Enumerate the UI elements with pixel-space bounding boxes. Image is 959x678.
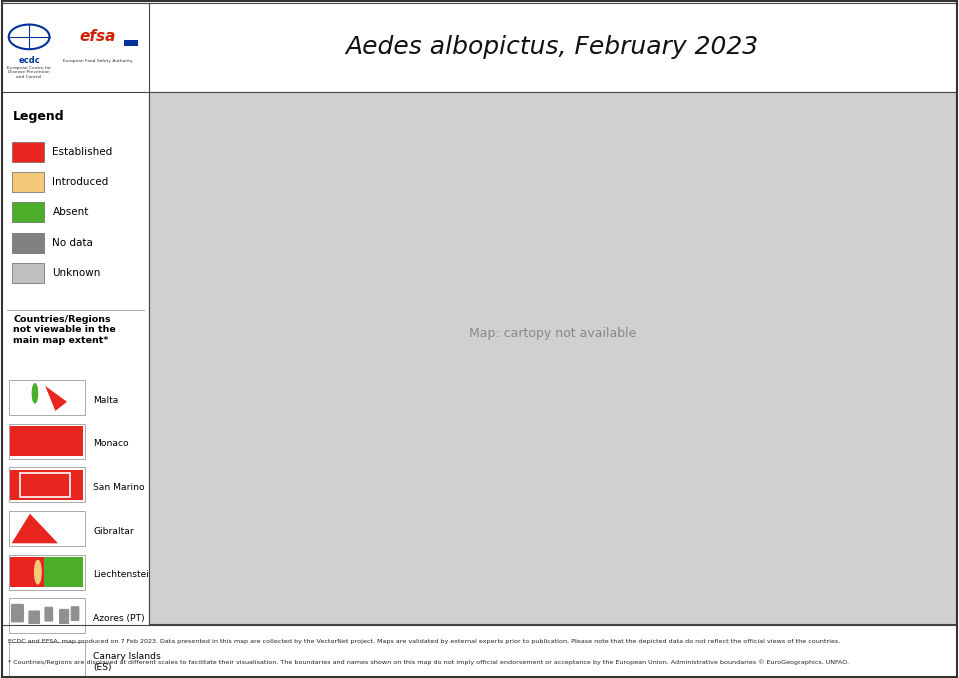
Polygon shape <box>44 557 83 587</box>
Text: Azores (PT): Azores (PT) <box>93 614 145 623</box>
Bar <box>124 39 138 45</box>
Text: Aedes albopictus, February 2023: Aedes albopictus, February 2023 <box>346 35 759 60</box>
Text: Countries/Regions
not viewable in the
main map extent*: Countries/Regions not viewable in the ma… <box>13 315 116 345</box>
FancyBboxPatch shape <box>9 467 84 502</box>
Circle shape <box>67 655 70 667</box>
FancyBboxPatch shape <box>9 598 84 633</box>
FancyBboxPatch shape <box>44 607 53 622</box>
FancyBboxPatch shape <box>9 642 84 677</box>
FancyBboxPatch shape <box>12 142 44 162</box>
Circle shape <box>34 652 36 663</box>
Circle shape <box>35 561 41 584</box>
Text: Liechtenstein: Liechtenstein <box>93 570 155 579</box>
Polygon shape <box>45 386 67 411</box>
FancyBboxPatch shape <box>12 263 44 283</box>
Circle shape <box>33 384 37 403</box>
Text: Gibraltar: Gibraltar <box>93 527 134 536</box>
FancyBboxPatch shape <box>9 555 84 590</box>
Text: European Food Safety Authority: European Food Safety Authority <box>62 59 132 62</box>
Text: Monaco: Monaco <box>93 439 129 448</box>
Text: efsa: efsa <box>80 29 116 44</box>
Text: Absent: Absent <box>53 207 89 218</box>
Text: Unknown: Unknown <box>53 268 101 278</box>
FancyBboxPatch shape <box>12 202 44 222</box>
FancyBboxPatch shape <box>59 609 69 625</box>
Circle shape <box>76 652 79 664</box>
Polygon shape <box>12 514 58 543</box>
Circle shape <box>12 650 14 661</box>
Text: Map: cartopy not available: Map: cartopy not available <box>469 327 636 340</box>
Text: Canary Islands
(ES): Canary Islands (ES) <box>93 652 161 672</box>
FancyBboxPatch shape <box>11 604 24 622</box>
Text: ECDC and EFSA, map produced on 7 Feb 2023. Data presented in this map are collec: ECDC and EFSA, map produced on 7 Feb 202… <box>8 639 840 644</box>
Circle shape <box>45 654 48 665</box>
FancyBboxPatch shape <box>29 610 40 626</box>
Text: ecdc: ecdc <box>18 56 40 65</box>
Text: * Countries/Regions are displayed at different scales to facilitate their visual: * Countries/Regions are displayed at dif… <box>8 659 849 664</box>
FancyBboxPatch shape <box>12 172 44 192</box>
Circle shape <box>22 656 25 668</box>
Circle shape <box>57 650 59 662</box>
Polygon shape <box>11 470 83 500</box>
Text: Legend: Legend <box>13 110 64 123</box>
Text: Malta: Malta <box>93 396 119 405</box>
FancyBboxPatch shape <box>71 606 80 621</box>
Text: San Marino: San Marino <box>93 483 145 492</box>
FancyBboxPatch shape <box>9 424 84 458</box>
Text: No data: No data <box>53 238 93 247</box>
Text: European Centre for
Disease Prevention
and Control: European Centre for Disease Prevention a… <box>7 66 51 79</box>
FancyBboxPatch shape <box>9 380 84 415</box>
Polygon shape <box>11 426 83 456</box>
FancyBboxPatch shape <box>12 233 44 253</box>
Polygon shape <box>11 557 44 587</box>
Text: Introduced: Introduced <box>53 177 108 187</box>
FancyBboxPatch shape <box>9 511 84 546</box>
Text: Established: Established <box>53 146 113 157</box>
